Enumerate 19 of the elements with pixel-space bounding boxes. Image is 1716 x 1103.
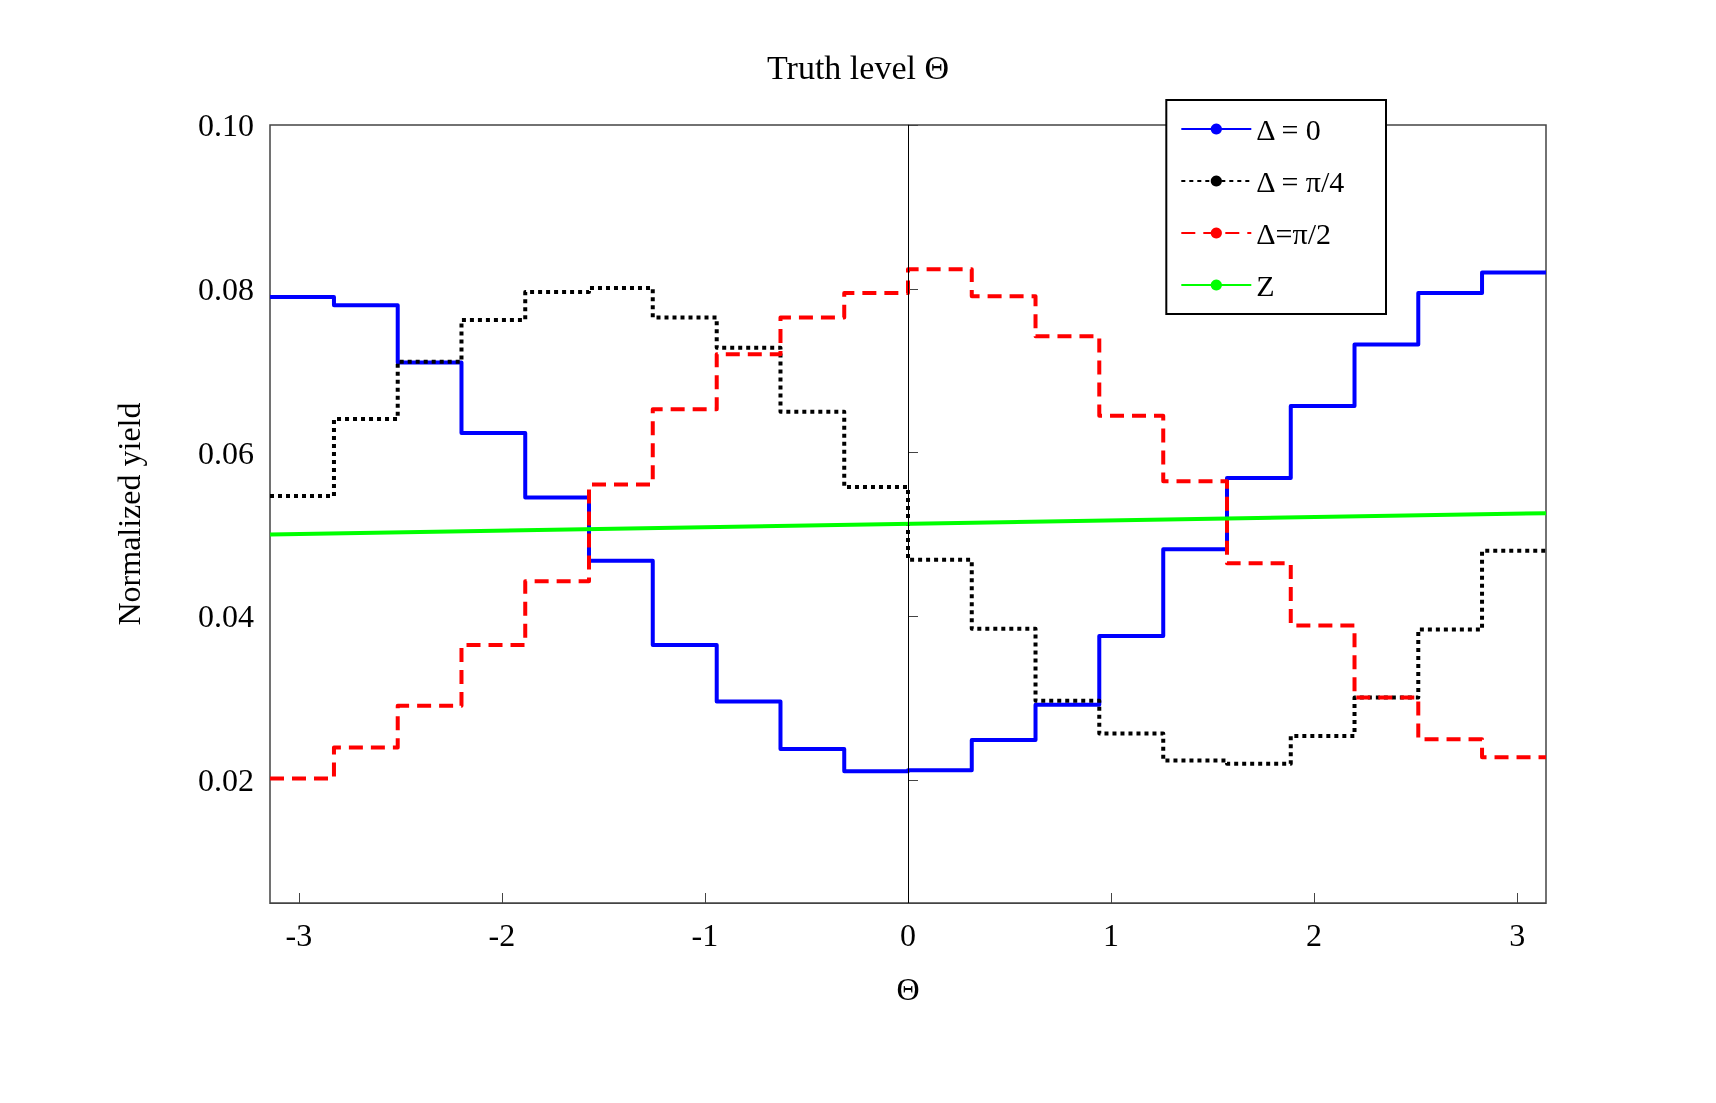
x-axis-title: Θ bbox=[896, 971, 920, 1007]
y-tick-label: 0.04 bbox=[198, 598, 254, 635]
y-tick-label: 0.10 bbox=[198, 107, 254, 143]
x-tick-label: -3 bbox=[285, 917, 313, 953]
y-tick-label: 0.06 bbox=[198, 434, 254, 471]
legend-label: Δ = π/4 bbox=[1256, 164, 1345, 198]
legend-label: Δ=π/2 bbox=[1256, 216, 1332, 250]
x-tick-label: 0 bbox=[900, 917, 916, 953]
x-tick-label: -1 bbox=[691, 917, 719, 953]
x-tick-label: 2 bbox=[1306, 917, 1323, 953]
chart-title: Truth level Θ bbox=[767, 48, 949, 86]
x-tick-label: 1 bbox=[1103, 917, 1120, 953]
legend-label: Z bbox=[1256, 268, 1275, 302]
x-tick-label: 3 bbox=[1509, 917, 1526, 953]
legend-label: Δ = 0 bbox=[1256, 112, 1321, 146]
y-axis-title: Normalized yield bbox=[111, 402, 147, 626]
y-tick-label: 0.02 bbox=[198, 762, 254, 799]
y-tick-label: 0.08 bbox=[198, 270, 254, 307]
x-tick-label: -2 bbox=[488, 917, 516, 953]
